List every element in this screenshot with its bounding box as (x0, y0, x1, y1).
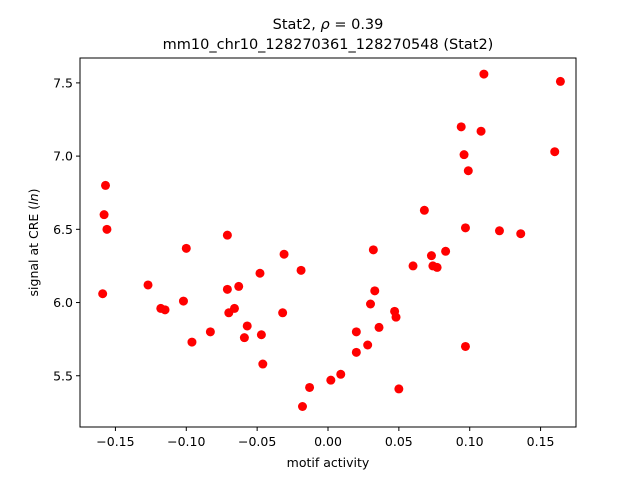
data-point (178, 296, 188, 306)
data-point (441, 246, 451, 256)
data-point (408, 261, 418, 271)
chart-title-line2: mm10_chr10_128270361_128270548 (Stat2) (163, 37, 494, 53)
data-point (460, 223, 470, 233)
data-point (99, 210, 109, 220)
data-point (432, 262, 442, 272)
data-point (279, 249, 289, 259)
y-axis-ticks: 5.5 6.0 6.5 7.0 7.5 (53, 75, 80, 383)
data-point (239, 333, 249, 343)
data-point (222, 284, 232, 294)
data-point (456, 122, 466, 132)
data-point (494, 226, 504, 236)
data-point (160, 305, 170, 315)
data-point (459, 150, 469, 160)
x-tick-label: 0.05 (385, 434, 413, 449)
data-point (555, 76, 565, 86)
data-point (143, 280, 153, 290)
data-points (98, 69, 565, 411)
data-point (550, 147, 560, 157)
y-tick-label: 7.0 (53, 149, 73, 164)
data-point (351, 327, 361, 337)
data-point (229, 303, 239, 313)
x-tick-label: −0.10 (167, 434, 205, 449)
x-tick-label: 0.00 (314, 434, 342, 449)
data-point (296, 265, 306, 275)
data-point (242, 321, 252, 331)
data-point (278, 308, 288, 318)
data-point (181, 243, 191, 253)
plot-frame (79, 57, 577, 428)
data-point (374, 322, 384, 332)
data-point (205, 327, 215, 337)
data-point (222, 230, 232, 240)
data-point (336, 369, 346, 379)
y-axis-label: signal at CRE (ln) (26, 189, 41, 297)
data-point (366, 299, 376, 309)
x-tick-label: 0.10 (456, 434, 484, 449)
data-point (463, 166, 473, 176)
data-point (326, 375, 336, 385)
data-point (426, 251, 436, 261)
data-point (363, 340, 373, 350)
x-axis-ticks: −0.15 −0.10 −0.05 0.00 0.05 0.10 0.15 (96, 427, 554, 449)
data-point (394, 384, 404, 394)
data-point (391, 312, 401, 322)
x-axis-label: motif activity (287, 455, 370, 470)
data-point (255, 268, 265, 278)
data-point (305, 382, 315, 392)
x-tick-label: −0.15 (96, 434, 134, 449)
data-point (460, 341, 470, 351)
x-tick-label: −0.05 (238, 434, 276, 449)
data-point (370, 286, 380, 296)
y-tick-label: 6.5 (53, 222, 73, 237)
data-point (368, 245, 378, 255)
data-point (297, 402, 307, 411)
data-point (102, 224, 112, 234)
data-point (351, 347, 361, 357)
data-point (234, 281, 244, 291)
y-tick-label: 5.5 (53, 368, 73, 383)
data-point (258, 359, 268, 369)
x-tick-label: 0.15 (527, 434, 555, 449)
data-point (419, 205, 429, 215)
y-tick-label: 7.5 (53, 75, 73, 90)
data-point (256, 330, 266, 340)
data-point (98, 289, 108, 299)
data-point (516, 229, 526, 239)
data-point (479, 69, 489, 79)
chart-title-line1: Stat2, ρ = 0.39 (273, 17, 384, 33)
data-point (187, 337, 197, 347)
y-tick-label: 6.0 (53, 295, 73, 310)
data-point (476, 126, 486, 136)
data-point (101, 180, 111, 190)
